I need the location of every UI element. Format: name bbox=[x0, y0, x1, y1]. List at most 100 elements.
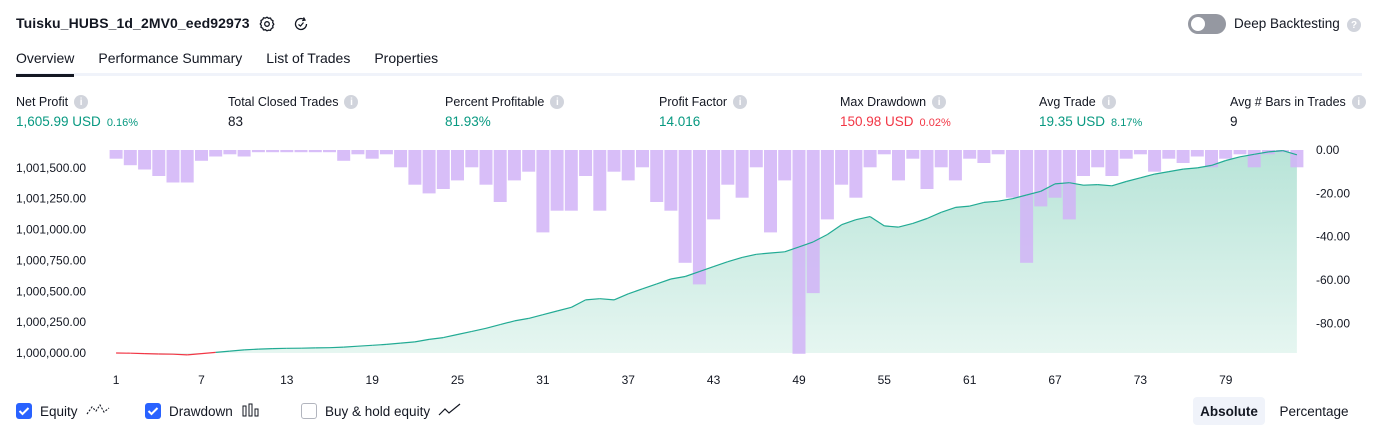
bars-icon bbox=[241, 403, 263, 420]
left-axis-tick: 1,000,500.00 bbox=[16, 284, 86, 298]
equity-line-segment bbox=[1239, 153, 1255, 158]
equity-line-icon bbox=[86, 403, 110, 420]
drawdown-bar bbox=[1190, 150, 1204, 157]
drawdown-bar bbox=[152, 150, 166, 176]
x-axis-tick: 55 bbox=[878, 373, 892, 387]
drawdown-bar bbox=[522, 150, 536, 172]
buy-hold-checkbox[interactable] bbox=[301, 403, 317, 419]
drawdown-bar bbox=[707, 150, 721, 220]
drawdown-bar bbox=[422, 150, 436, 194]
x-axis-tick: 1 bbox=[113, 373, 120, 387]
equity-checkbox[interactable] bbox=[16, 403, 32, 419]
left-axis-tick: 1,000,750.00 bbox=[16, 253, 86, 267]
equity-line-segment bbox=[400, 341, 415, 344]
deep-backtesting-toggle[interactable] bbox=[1188, 14, 1226, 34]
percentage-button[interactable]: Percentage bbox=[1279, 403, 1349, 419]
left-axis-tick: 1,000,000.00 bbox=[16, 346, 86, 360]
tab-performance-summary[interactable]: Performance Summary bbox=[98, 50, 243, 66]
drawdown-bar bbox=[1219, 150, 1233, 159]
legend-drawdown[interactable]: Drawdown bbox=[145, 400, 263, 422]
info-icon[interactable]: i bbox=[550, 95, 565, 109]
info-icon[interactable]: i bbox=[733, 95, 748, 109]
info-icon[interactable]: i bbox=[74, 95, 89, 109]
drawdown-bar bbox=[593, 150, 607, 211]
equity-line-segment bbox=[656, 278, 672, 285]
drawdown-bar bbox=[778, 150, 792, 181]
equity-line-segment bbox=[329, 346, 344, 349]
legend-equity[interactable]: Equity bbox=[16, 400, 110, 422]
equity-line-segment bbox=[841, 219, 857, 226]
equity-line-segment bbox=[685, 271, 700, 278]
equity-line-segment bbox=[1012, 194, 1027, 200]
legend-buy-hold[interactable]: Buy & hold equity bbox=[301, 400, 462, 422]
x-axis-tick: 67 bbox=[1048, 373, 1062, 387]
drawdown-bar bbox=[1105, 150, 1119, 176]
tab-divider bbox=[16, 73, 1362, 76]
drawdown-bar bbox=[408, 150, 422, 185]
drawdown-bar bbox=[920, 150, 934, 189]
equity-line-segment bbox=[258, 348, 273, 350]
drawdown-bar bbox=[1005, 150, 1019, 198]
drawdown-bar bbox=[692, 150, 706, 285]
drawdown-bar bbox=[365, 150, 379, 159]
drawdown-bar bbox=[892, 150, 905, 181]
drawdown-bar bbox=[1162, 150, 1176, 159]
tab-list-of-trades[interactable]: List of Trades bbox=[266, 50, 351, 66]
equity-line-segment bbox=[571, 299, 586, 308]
drawdown-bar bbox=[1062, 150, 1076, 220]
x-axis-tick: 61 bbox=[963, 373, 977, 387]
drawdown-bar bbox=[436, 150, 450, 189]
drawdown-bar bbox=[877, 150, 891, 155]
equity-line-segment bbox=[1197, 164, 1212, 169]
drawdown-bar bbox=[1119, 150, 1133, 159]
drawdown-bar bbox=[991, 150, 1005, 155]
metric-label: Max Drawdown bbox=[840, 95, 927, 109]
tab-properties[interactable]: Properties bbox=[374, 50, 439, 66]
equity-line-segment bbox=[827, 224, 842, 235]
right-axis-tick: -60.00 bbox=[1316, 273, 1350, 287]
equity-line-segment bbox=[585, 298, 600, 301]
equity-line-segment bbox=[1154, 171, 1170, 175]
info-icon[interactable]: i bbox=[1351, 95, 1366, 109]
info-icon[interactable]: i bbox=[932, 95, 947, 109]
help-icon[interactable]: ? bbox=[1347, 18, 1361, 32]
equity-line-segment bbox=[756, 252, 771, 255]
drawdown-checkbox[interactable] bbox=[145, 403, 161, 419]
equity-line-segment bbox=[1126, 177, 1141, 183]
x-axis-tick: 37 bbox=[622, 373, 636, 387]
x-axis-tick: 79 bbox=[1219, 373, 1233, 387]
equity-line-segment bbox=[855, 216, 871, 221]
info-icon[interactable]: i bbox=[1101, 95, 1116, 109]
drawdown-bar bbox=[251, 150, 265, 153]
metric-percent-profitable: Percent Profitable i 81.93% bbox=[445, 94, 565, 129]
metric-percent: 8.17% bbox=[1111, 117, 1143, 129]
left-axis-tick: 1,001,000.00 bbox=[16, 223, 86, 237]
drawdown-bar bbox=[835, 150, 849, 185]
drawdown-bar bbox=[379, 150, 393, 155]
equity-line-segment bbox=[869, 216, 885, 227]
metric-percent: 0.16% bbox=[106, 117, 139, 129]
drawdown-bar bbox=[607, 150, 621, 172]
tab-overview[interactable]: Overview bbox=[16, 44, 75, 77]
drawdown-bar bbox=[1176, 150, 1190, 163]
equity-line-segment bbox=[727, 256, 743, 263]
absolute-button[interactable]: Absolute bbox=[1193, 397, 1265, 425]
equity-line-segment bbox=[1069, 182, 1084, 186]
equity-line-segment bbox=[997, 198, 1013, 202]
legend-drawdown-label: Drawdown bbox=[169, 403, 233, 419]
equity-line-segment bbox=[187, 353, 202, 356]
metric-net-profit: Net Profit i 1,605.99 USD 0.16% bbox=[16, 94, 138, 129]
drawdown-bar bbox=[209, 150, 223, 157]
drawdown-bar bbox=[394, 150, 408, 168]
equity-line-segment bbox=[784, 246, 800, 253]
refresh-icon[interactable] bbox=[290, 13, 312, 35]
equity-drawdown-chart: 1,000,000.00 1,000,250.00 1,000,500.00 1,00… bbox=[16, 143, 1350, 387]
deep-backtesting-label: Deep Backtesting bbox=[1234, 16, 1340, 31]
settings-icon[interactable] bbox=[256, 13, 278, 35]
equity-line-segment bbox=[172, 353, 188, 356]
equity-line-segment bbox=[1054, 182, 1070, 185]
left-axis-tick: 1,000,250.00 bbox=[16, 315, 86, 329]
equity-line-segment bbox=[1168, 168, 1184, 173]
info-icon[interactable]: i bbox=[344, 95, 359, 109]
drawdown-bar bbox=[323, 150, 336, 153]
